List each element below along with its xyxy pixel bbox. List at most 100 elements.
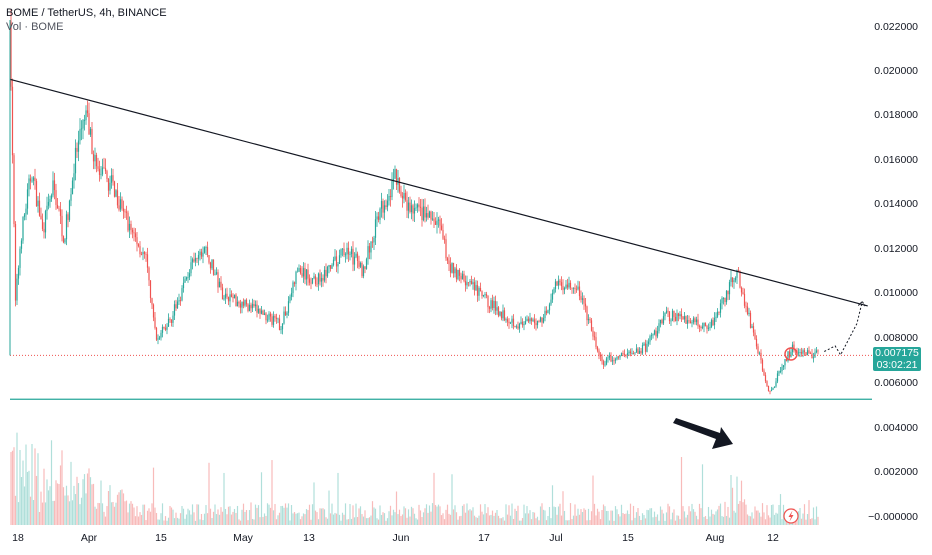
candle-body	[386, 200, 389, 208]
candle-body	[448, 260, 450, 265]
volume-bar	[167, 517, 170, 525]
volume-bar	[230, 514, 233, 525]
volume-bar	[322, 508, 324, 525]
volume-bar	[28, 470, 30, 525]
candle-body	[388, 196, 390, 201]
volume-bar	[83, 474, 86, 525]
candle-body	[622, 353, 624, 354]
candle-body	[515, 326, 518, 328]
candle-body	[275, 317, 278, 319]
volume-bar	[236, 505, 239, 525]
candle-body	[560, 282, 563, 287]
volume-bar	[116, 494, 119, 525]
lightning-icon[interactable]	[783, 508, 799, 524]
volume-bar	[731, 487, 734, 525]
candle-body	[737, 269, 740, 272]
candle-body	[463, 273, 465, 282]
symbol-title[interactable]: BOME / TetherUS, 4h, BINANCE	[6, 7, 167, 19]
price-tick-label: 0.004000	[874, 422, 918, 434]
candle-body	[158, 337, 161, 339]
candle-body	[698, 326, 701, 328]
candle-body	[137, 244, 140, 247]
volume-bar	[82, 479, 84, 525]
candle-body	[293, 282, 296, 284]
candle-body	[197, 255, 200, 259]
volume-bar	[668, 506, 671, 525]
volume-bar	[514, 508, 516, 525]
candle-body	[362, 266, 365, 277]
candle-body	[643, 343, 645, 346]
volume-bar	[281, 505, 284, 525]
candle-body	[283, 311, 285, 324]
candle-body	[412, 205, 414, 214]
volume-bar	[610, 510, 612, 525]
volume-bar	[91, 484, 93, 525]
candle-body	[56, 204, 59, 209]
volume-bar	[706, 519, 708, 525]
volume-bar	[803, 504, 806, 525]
candle-body	[695, 319, 698, 323]
candle-body	[535, 323, 537, 326]
candle-body	[122, 208, 125, 212]
volume-bar	[722, 516, 725, 525]
candle-body	[644, 343, 647, 352]
volume-bar	[530, 519, 533, 525]
volume-bar	[623, 514, 626, 525]
volume-bar	[79, 504, 81, 525]
volume-bar	[208, 462, 210, 525]
volume-bar	[574, 504, 576, 525]
time-tick-label: Aug	[706, 532, 725, 544]
volume-bar	[371, 501, 374, 525]
volume-bar	[521, 518, 524, 525]
volume-bar	[35, 475, 38, 525]
candle-body	[431, 218, 434, 220]
volume-bar	[340, 520, 342, 525]
volume-bar	[428, 505, 431, 525]
candle-body	[617, 356, 620, 358]
down-arrow-drawing[interactable]	[673, 418, 733, 449]
volume-bar	[781, 519, 783, 525]
candle-body	[403, 192, 405, 199]
volume-bar	[533, 512, 536, 525]
volume-bar	[211, 518, 213, 525]
volume-bar	[431, 503, 434, 525]
volume-bar	[161, 503, 164, 525]
candle-body	[665, 310, 668, 313]
alert-circle-marker[interactable]	[784, 347, 798, 361]
volume-bar	[268, 504, 270, 525]
candle-body	[385, 205, 387, 208]
volume-bar	[571, 519, 573, 525]
volume-bar	[572, 515, 575, 525]
volume-bar	[185, 514, 188, 525]
candle-body	[131, 229, 134, 233]
volume-bar	[212, 511, 215, 525]
volume-bar	[778, 504, 780, 525]
descending-trendline[interactable]	[9, 78, 868, 307]
candle-body	[470, 281, 473, 285]
candle-body	[479, 288, 482, 292]
volume-bar	[323, 509, 326, 525]
volume-bar	[497, 515, 500, 525]
candle-body	[709, 326, 711, 328]
candle-body	[31, 180, 33, 182]
volume-indicator-label[interactable]: Vol · BOME	[6, 21, 64, 33]
volume-bar	[425, 504, 428, 525]
time-tick-label: 15	[622, 532, 634, 544]
volume-bar	[593, 503, 596, 525]
candle-body	[694, 318, 696, 323]
volume-bar	[169, 505, 171, 525]
candle-body	[778, 371, 780, 374]
candle-body	[11, 86, 14, 156]
volume-bar	[577, 508, 579, 525]
volume-bar	[544, 510, 546, 525]
volume-bar	[254, 504, 257, 525]
volume-bar	[437, 504, 440, 525]
volume-bar	[767, 515, 770, 525]
candle-body	[193, 259, 195, 262]
projection-path[interactable]	[824, 301, 863, 356]
volume-bar	[467, 510, 470, 525]
candle-body	[359, 262, 362, 267]
volume-bar	[463, 504, 465, 525]
candle-body	[637, 348, 639, 354]
